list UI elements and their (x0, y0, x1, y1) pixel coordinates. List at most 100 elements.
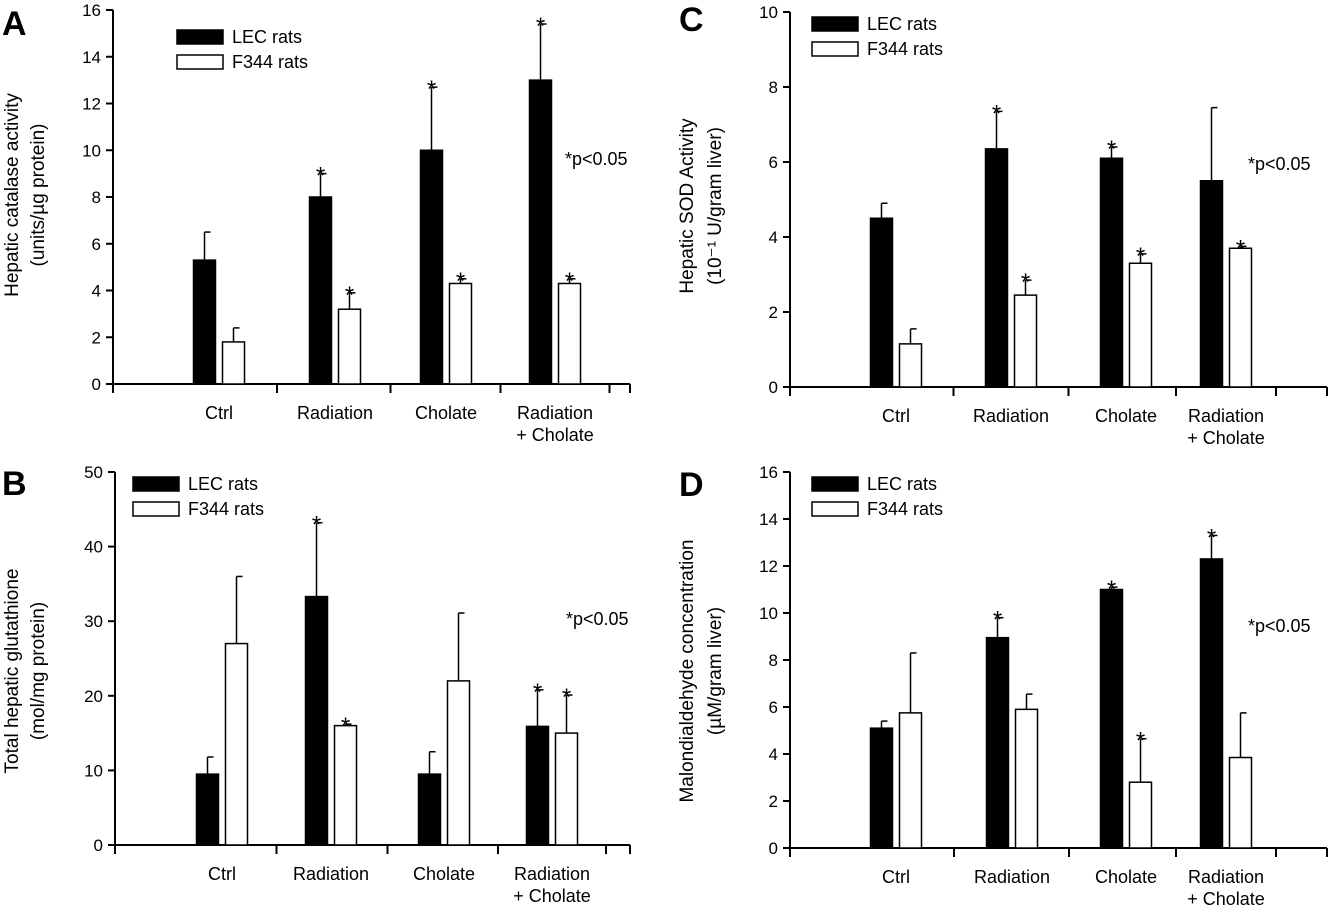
y-tick-label: 2 (92, 328, 101, 347)
y-tick-label: 16 (82, 1, 101, 20)
bar (898, 343, 923, 388)
bar (1199, 180, 1224, 388)
legend-label: LEC rats (188, 474, 258, 494)
bar (304, 595, 329, 846)
y-tick-label: 2 (769, 792, 778, 811)
panel-D: D 0 2 4 6 8 10 12 14 16 Ctrl Radiation Cholate Radiat… (677, 463, 1328, 909)
bar (1013, 294, 1038, 388)
y-tick-label: 30 (84, 612, 103, 631)
panel-letter: A (2, 5, 27, 43)
legend-label: F344 rats (232, 52, 308, 72)
significance-star: * (1136, 243, 1145, 270)
category-label: Ctrl (882, 406, 910, 426)
y-tick-label: 0 (769, 378, 778, 397)
bar (554, 732, 579, 846)
y-tick-label: 12 (82, 95, 101, 114)
bar (333, 724, 358, 846)
category-label: Radiation (297, 403, 373, 423)
y-axis-label: (mol/mg protein) (28, 602, 49, 740)
bar (419, 149, 444, 385)
y-axis-label: (µM/gram liver) (705, 607, 726, 735)
significance-star: * (312, 512, 321, 539)
y-tick-label: 6 (92, 235, 101, 254)
y-tick-label: 4 (92, 282, 101, 301)
legend-label: LEC rats (867, 14, 937, 34)
y-tick-label: 8 (769, 651, 778, 670)
bar (192, 259, 217, 385)
legend-swatch (811, 476, 859, 492)
significance-star: * (992, 100, 1001, 127)
significance-note: *p<0.05 (1248, 154, 1311, 174)
bar (448, 282, 473, 385)
legend-swatch (176, 29, 224, 45)
significance-star: * (1107, 576, 1116, 603)
category-label: + Cholate (1187, 889, 1265, 909)
significance-star: * (993, 607, 1002, 634)
category-label: Ctrl (208, 864, 236, 884)
bar (337, 308, 362, 385)
bar (869, 727, 894, 849)
y-axis-label: Total hepatic glutathione (2, 569, 23, 774)
category-label: + Cholate (516, 425, 594, 445)
significance-star: * (562, 684, 571, 711)
category-label: Radiation (1188, 406, 1264, 426)
y-tick-label: 14 (82, 48, 101, 67)
category-label: Cholate (415, 403, 477, 423)
significance-note: *p<0.05 (566, 609, 629, 629)
bar (224, 642, 249, 846)
y-axis-label: Malondialdehyde concentration (677, 539, 698, 802)
y-tick-label: 12 (759, 557, 778, 576)
legend-label: F344 rats (867, 499, 943, 519)
y-tick-label: 8 (769, 78, 778, 97)
significance-star: * (345, 282, 354, 309)
bar (1199, 558, 1224, 849)
category-label: Radiation (293, 864, 369, 884)
significance-star: * (1107, 136, 1116, 163)
bar (221, 341, 246, 385)
significance-note: *p<0.05 (1248, 616, 1311, 636)
y-tick-label: 10 (759, 3, 778, 22)
y-tick-label: 6 (769, 698, 778, 717)
bar (985, 636, 1010, 849)
y-tick-label: 4 (769, 228, 778, 247)
bar (417, 773, 442, 846)
y-tick-label: 6 (769, 153, 778, 172)
y-axis-label: Hepatic SOD Activity (677, 118, 698, 294)
y-tick-label: 16 (759, 463, 778, 482)
significance-star: * (533, 679, 542, 706)
bar (1099, 588, 1124, 849)
y-tick-label: 0 (94, 836, 103, 855)
bar (1228, 756, 1253, 849)
y-tick-label: 4 (769, 745, 778, 764)
legend-swatch (132, 501, 180, 517)
legend-label: F344 rats (188, 499, 264, 519)
category-label: Radiation (517, 403, 593, 423)
category-label: Ctrl (882, 867, 910, 887)
panel-letter: C (679, 1, 704, 39)
bar (446, 680, 471, 846)
category-label: Cholate (413, 864, 475, 884)
legend-swatch (811, 501, 859, 517)
y-tick-label: 20 (84, 687, 103, 706)
bar (1128, 262, 1153, 388)
y-tick-label: 2 (769, 303, 778, 322)
legend-swatch (176, 54, 224, 70)
y-tick-label: 0 (769, 839, 778, 858)
bar (195, 773, 220, 846)
bar (528, 79, 553, 385)
category-label: Radiation (974, 867, 1050, 887)
legend-swatch (811, 41, 859, 57)
category-label: + Cholate (1187, 428, 1265, 448)
bar (1099, 157, 1124, 388)
bar (1228, 247, 1253, 388)
legend-label: LEC rats (232, 27, 302, 47)
panel-A: A 0 2 4 6 8 10 12 14 16 Ctrl Radiation Cholate Radiat… (2, 1, 631, 445)
category-label: Cholate (1095, 867, 1157, 887)
significance-star: * (1207, 524, 1216, 551)
category-label: Cholate (1095, 406, 1157, 426)
category-label: Ctrl (205, 403, 233, 423)
y-tick-label: 10 (82, 141, 101, 160)
significance-star: * (565, 268, 574, 295)
